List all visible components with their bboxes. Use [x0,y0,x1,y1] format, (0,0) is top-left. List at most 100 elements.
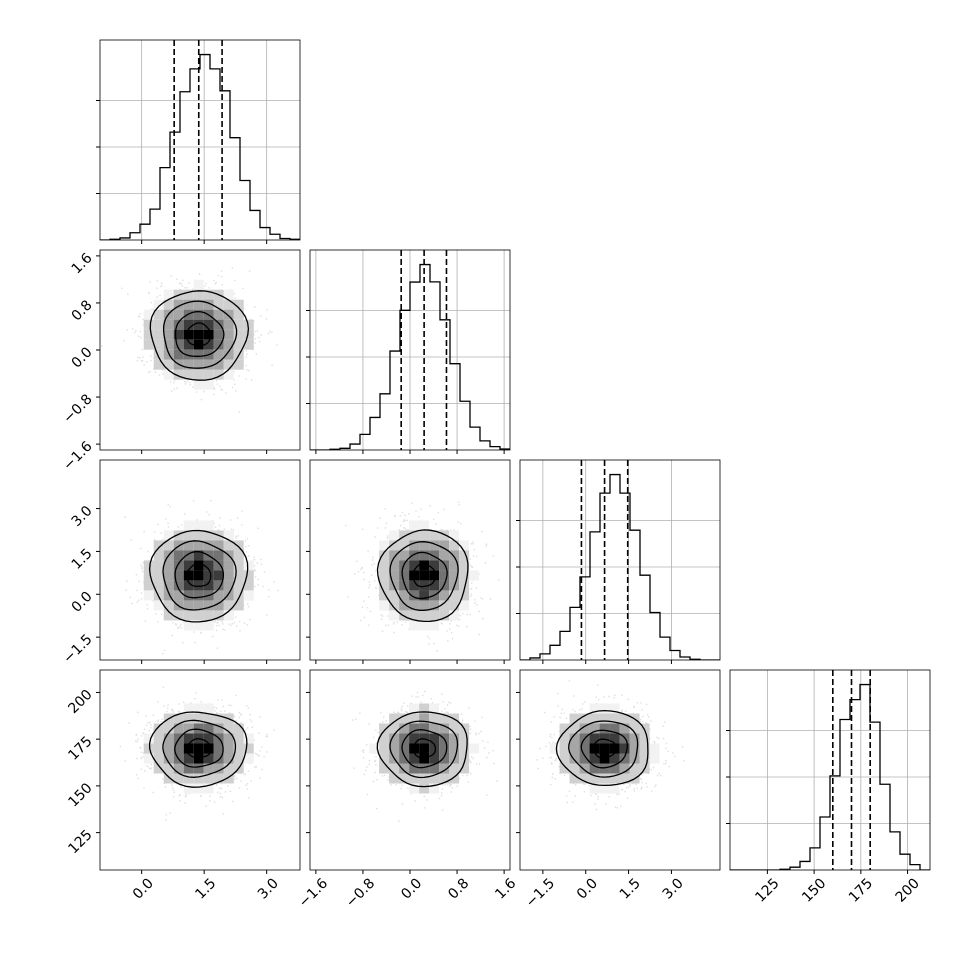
density-cell [429,570,440,581]
density-cell [599,783,610,794]
density-cell [589,763,600,774]
density-cell [143,570,154,581]
density-cell [193,620,204,631]
density-cell [173,369,184,380]
density-cell [439,550,450,561]
scatter-panel-3-2 [519,669,721,871]
panel-frame [729,669,931,871]
density-cell [203,530,214,541]
density-cell [223,763,234,774]
histogram-step [520,473,720,660]
histogram-step [100,53,300,240]
density-cell [379,570,390,581]
density-cell [589,753,600,764]
density-cell [389,610,400,621]
density-cell [183,369,194,380]
density-cell [183,359,194,370]
panel-frame [99,669,301,871]
density-cell [173,329,184,340]
density-cell [163,540,174,551]
density-cell [183,600,194,611]
density-cell [419,540,430,551]
density-cell [459,763,470,774]
density-cell [243,590,254,601]
density-cell [183,289,194,300]
density-cell [213,369,224,380]
density-cell [153,540,164,551]
density-cell [469,570,480,581]
density-cell [559,763,570,774]
density-cell [173,309,184,320]
density-cell [379,753,390,764]
density-cell [233,550,244,561]
density-cell [419,620,430,631]
density-cell [609,763,620,774]
x-tick-label: 0.0 [574,875,601,902]
density-cell [439,540,450,551]
density-cell [183,783,194,794]
density-cell [223,733,234,744]
density-cell [589,743,600,754]
density-cell [193,590,204,601]
density-cell [143,560,154,571]
density-cell [459,570,470,581]
x-tick-label: 1.6 [492,875,519,902]
density-cell [619,773,630,784]
density-cell [409,620,420,631]
x-tick-label: 3.0 [255,875,282,902]
density-cell [203,560,214,571]
contour-line [412,562,437,588]
contour-line [401,551,448,600]
x-tick-label: 0.8 [445,875,472,902]
density-cell [173,773,184,784]
density-cell [203,733,214,744]
density-cell [233,309,244,320]
density-cell [429,530,440,541]
panel-frame [99,39,301,241]
scatter-panel-3-0 [99,669,301,871]
density-cell [183,319,194,330]
density-cell [213,550,224,561]
density-cell [449,590,460,601]
density-cell [183,560,194,571]
density-cell [193,520,204,531]
density-cell [143,753,154,764]
density-cell [639,723,650,734]
density-cell [213,773,224,784]
density-cell [203,743,214,754]
density-cell [569,723,580,734]
density-cell [193,560,204,571]
density-cell [173,550,184,561]
y-tick-label: 125 [65,827,95,857]
density-cell [609,723,620,734]
density-cell [233,560,244,571]
density-cell [629,753,640,764]
x-tick-label: 0.0 [398,875,425,902]
y-tick-label: 1.6 [69,250,96,277]
density-cell [609,733,620,744]
density-cell [459,550,470,561]
density-cell [379,550,390,561]
density-cell [203,713,214,724]
density-cell [213,763,224,774]
density-cell [379,540,390,551]
hist-grid [310,250,510,450]
density-cell [193,309,204,320]
density-cell [439,560,450,571]
x-tick-label: 0.0 [130,875,157,902]
density-cell [243,329,254,340]
density-cell [163,723,174,734]
density-cell [183,339,194,350]
density-cell [379,560,390,571]
density-cell [203,783,214,794]
density-cell [163,580,174,591]
contour-line [185,738,212,759]
density-cell [619,713,630,724]
density-cell [429,753,440,764]
density-cell [429,743,440,754]
density-cell [203,610,214,621]
density-cell [609,753,620,764]
density-cell [449,540,460,551]
density-cell [379,723,390,734]
